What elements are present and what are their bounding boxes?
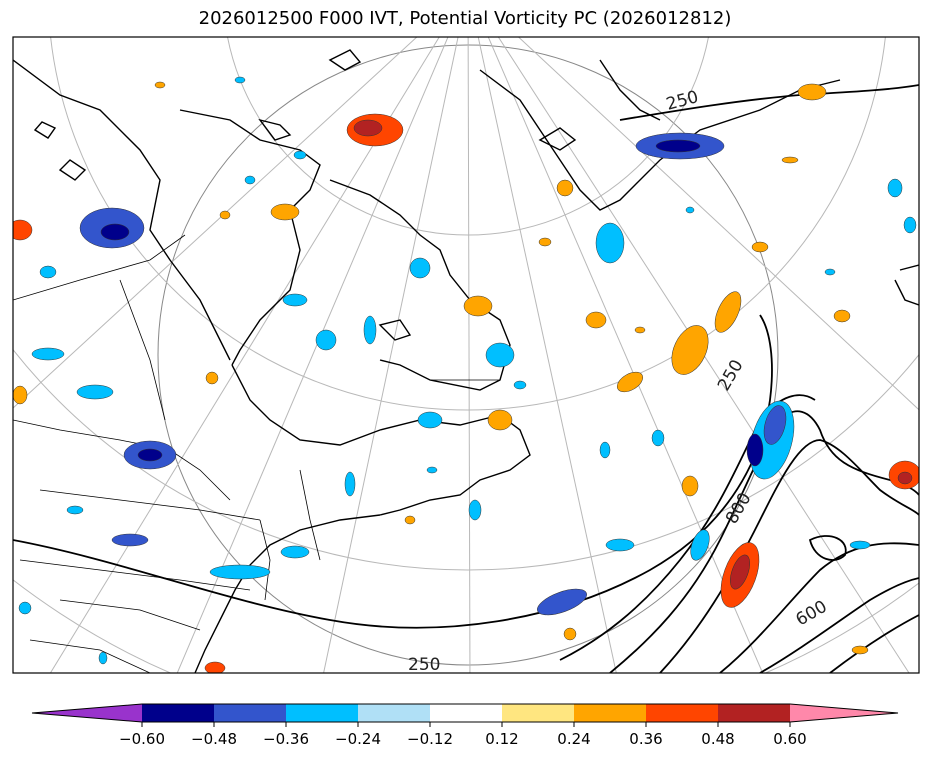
colorbar-extend-low bbox=[32, 704, 142, 722]
colorbar: −0.60 −0.48 −0.36 −0.24 −0.12 0.12 0.24 0.36 0.4… bbox=[31, 703, 899, 748]
colorbar-tick-label: 0.36 bbox=[629, 730, 662, 748]
colorbar-segment bbox=[142, 704, 214, 722]
colorbar-tick-label: 0.12 bbox=[485, 730, 518, 748]
colorbar-segment bbox=[214, 704, 286, 722]
pv-positive bbox=[13, 81, 919, 673]
colorbar-tick-label: −0.36 bbox=[263, 730, 309, 748]
colorbar-segment bbox=[718, 704, 790, 722]
colorbar-tick-label: −0.24 bbox=[335, 730, 381, 748]
colorbar-tick-label: −0.48 bbox=[191, 730, 237, 748]
colorbar-tick-label: −0.12 bbox=[407, 730, 453, 748]
coastlines bbox=[13, 49, 919, 673]
map-frame bbox=[12, 36, 920, 674]
contour-label-250-bottom: 250 bbox=[408, 655, 440, 675]
colorbar-segment bbox=[358, 704, 430, 722]
colorbar-segment bbox=[646, 704, 718, 722]
map-title: 2026012500 F000 IVT, Potential Vorticity… bbox=[198, 8, 732, 29]
colorbar-segment bbox=[430, 704, 502, 722]
colorbar-segment bbox=[502, 704, 574, 722]
colorbar-tick-label: −0.60 bbox=[119, 730, 165, 748]
colorbar-tick-label: 0.24 bbox=[557, 730, 590, 748]
colorbar-tick-label: 0.60 bbox=[773, 730, 806, 748]
colorbar-segment bbox=[574, 704, 646, 722]
colorbar-extend-high bbox=[790, 704, 898, 722]
pv-negative bbox=[18, 76, 917, 665]
map-panel: 250 250 250 800 600 bbox=[13, 37, 919, 675]
colorbar-tick-label: 0.48 bbox=[701, 730, 734, 748]
colorbar-segment bbox=[286, 704, 358, 722]
